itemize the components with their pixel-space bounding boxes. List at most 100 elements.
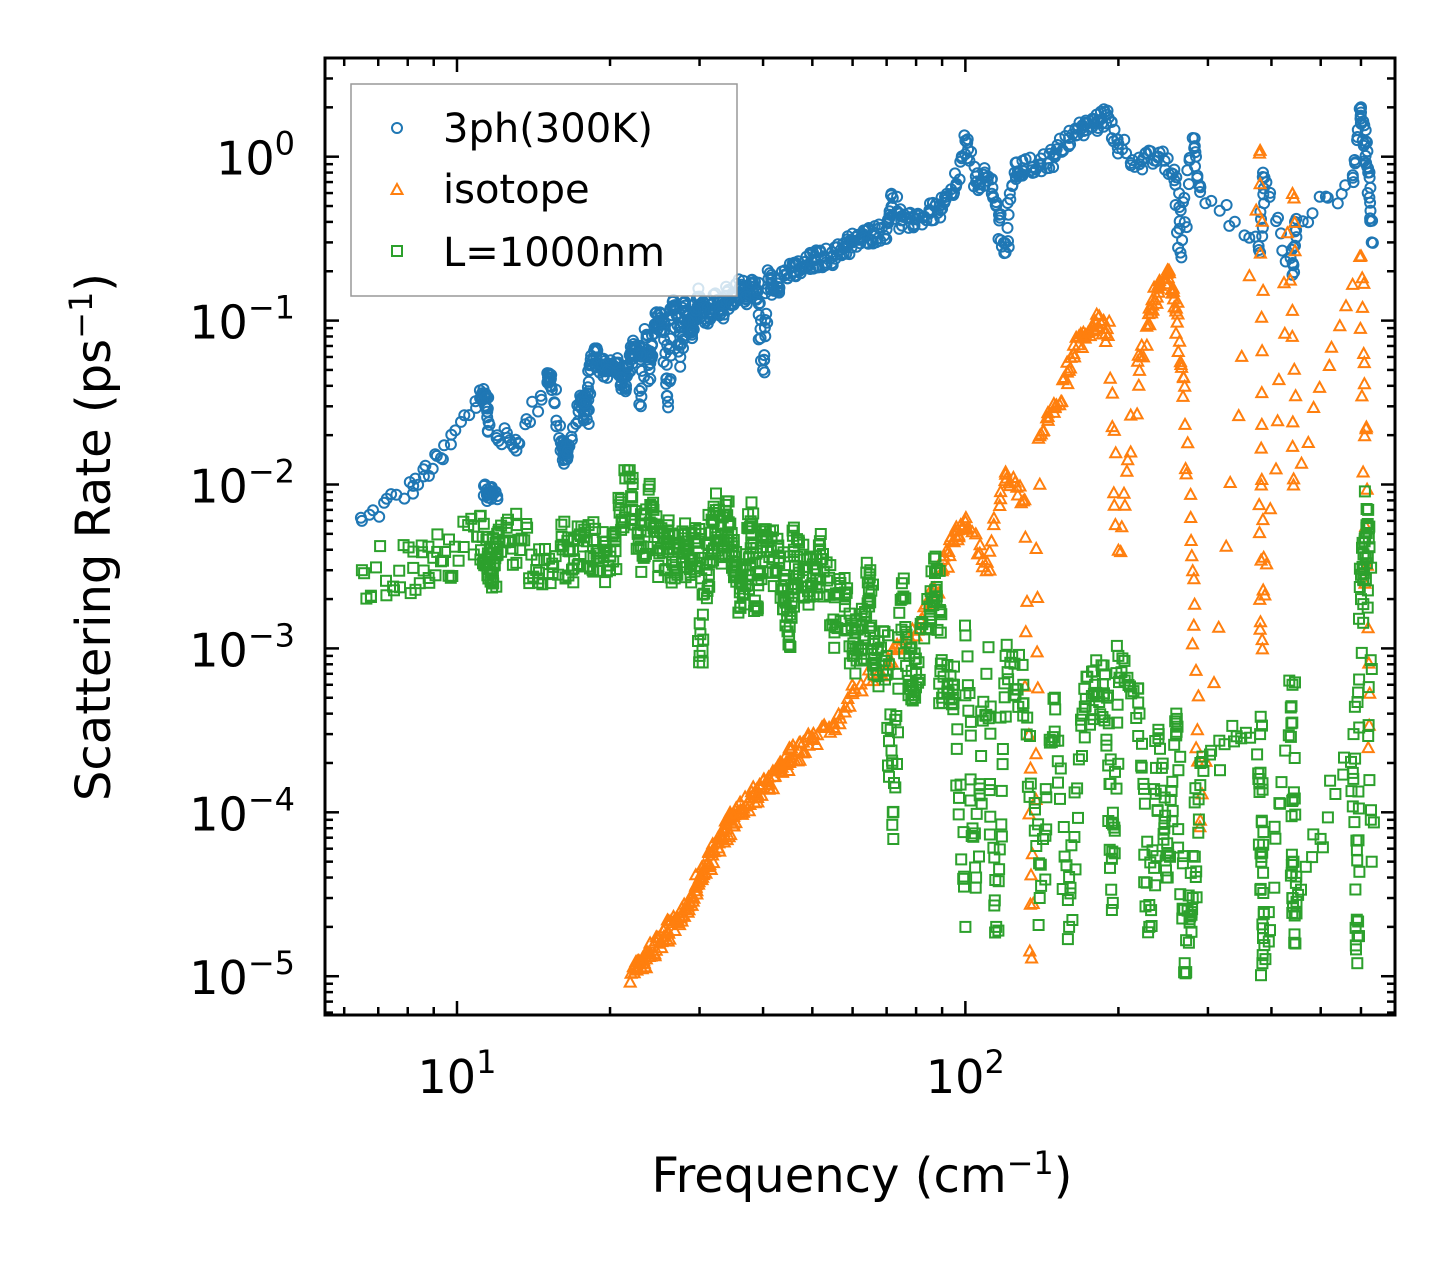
isotope-point bbox=[1312, 379, 1327, 393]
3ph-point bbox=[1002, 208, 1015, 221]
isotope-point bbox=[1171, 343, 1186, 357]
l1000nm-point bbox=[1255, 855, 1268, 868]
3ph-point bbox=[1205, 194, 1218, 207]
isotope-point bbox=[1060, 376, 1075, 390]
isotope-point bbox=[1183, 532, 1199, 546]
l1000nm-point bbox=[1111, 698, 1124, 711]
isotope-point bbox=[726, 808, 741, 822]
l1000nm-point bbox=[1288, 936, 1301, 949]
l1000nm-point bbox=[1029, 803, 1041, 816]
l1000nm-point bbox=[1068, 831, 1081, 843]
isotope-point bbox=[1029, 540, 1044, 554]
l1000nm-point bbox=[533, 566, 545, 579]
l1000nm-point bbox=[481, 547, 494, 560]
l1000nm-point bbox=[892, 682, 905, 695]
l1000nm-point bbox=[1170, 707, 1183, 720]
isotope-point bbox=[1285, 414, 1300, 428]
3ph-point bbox=[714, 307, 727, 320]
isotope-point bbox=[1254, 385, 1269, 399]
l1000nm-point bbox=[980, 667, 993, 680]
l1000nm-point bbox=[1158, 816, 1171, 828]
3ph-point bbox=[584, 363, 597, 376]
l1000nm-point bbox=[1279, 744, 1292, 757]
isotope-point bbox=[738, 798, 754, 812]
l1000nm-point bbox=[615, 523, 628, 536]
isotope-point bbox=[1120, 452, 1135, 466]
isotope-point bbox=[1188, 740, 1204, 754]
l1000nm-point bbox=[1350, 913, 1363, 926]
l1000nm-point bbox=[947, 696, 960, 709]
isotope-point bbox=[684, 888, 700, 902]
3ph-point bbox=[645, 338, 658, 351]
isotope-point bbox=[1252, 497, 1267, 511]
isotope-point bbox=[979, 563, 994, 577]
3ph-point bbox=[580, 413, 593, 426]
l1000nm-point bbox=[1361, 518, 1374, 530]
l1000nm-point bbox=[1148, 861, 1161, 874]
3ph-point bbox=[1358, 119, 1371, 132]
l1000nm-point bbox=[1256, 719, 1268, 732]
3ph-point bbox=[644, 357, 657, 370]
l1000nm-point bbox=[984, 810, 997, 823]
3ph-point bbox=[463, 409, 476, 422]
isotope-point bbox=[1255, 512, 1271, 526]
l1000nm-point bbox=[1132, 696, 1145, 709]
3ph-point bbox=[512, 436, 525, 449]
l1000nm-point bbox=[1136, 737, 1148, 750]
l1000nm-point bbox=[355, 564, 368, 577]
3ph-point bbox=[662, 395, 674, 408]
l1000nm-point bbox=[1079, 700, 1092, 713]
3ph-point bbox=[760, 307, 773, 320]
3ph-point bbox=[455, 415, 467, 428]
isotope-point bbox=[728, 815, 743, 829]
l1000nm-point bbox=[967, 830, 980, 843]
3ph-point bbox=[670, 307, 683, 320]
l1000nm-point bbox=[503, 534, 516, 547]
isotope-point bbox=[1108, 517, 1123, 531]
isotope-point bbox=[1223, 474, 1238, 488]
isotope-point bbox=[951, 529, 966, 543]
3ph-point bbox=[959, 134, 972, 147]
l1000nm-point bbox=[751, 600, 764, 613]
l1000nm-point bbox=[1349, 921, 1362, 934]
isotope-point bbox=[1183, 509, 1198, 523]
l1000nm-point bbox=[966, 822, 979, 835]
l1000nm-point bbox=[973, 850, 985, 863]
l1000nm-point bbox=[722, 495, 735, 508]
3ph-point bbox=[1347, 176, 1360, 189]
l1000nm-point bbox=[1254, 728, 1267, 741]
3ph-point bbox=[407, 487, 419, 500]
3ph-point bbox=[1257, 166, 1269, 179]
isotope-point bbox=[1252, 621, 1268, 635]
3ph-point bbox=[663, 375, 676, 388]
l1000nm-point bbox=[953, 791, 965, 804]
isotope-point bbox=[1023, 867, 1039, 881]
3ph-point bbox=[534, 389, 547, 402]
l1000nm-point bbox=[587, 516, 600, 529]
isotope-point bbox=[1007, 474, 1023, 488]
isotope-point bbox=[1257, 587, 1272, 601]
l1000nm-point bbox=[1286, 716, 1299, 729]
3ph-point bbox=[1033, 158, 1046, 171]
l1000nm-point bbox=[429, 569, 442, 582]
l1000nm-point bbox=[1096, 711, 1109, 723]
l1000nm-point bbox=[1362, 503, 1375, 516]
l1000nm-point bbox=[757, 530, 770, 543]
3ph-point bbox=[609, 357, 622, 370]
isotope-point bbox=[623, 965, 639, 979]
3ph-point bbox=[1186, 132, 1199, 144]
3ph-point bbox=[435, 452, 447, 464]
3ph-point bbox=[1111, 133, 1124, 146]
3ph-point bbox=[778, 268, 791, 281]
l1000nm-point bbox=[1254, 710, 1267, 723]
isotope-point bbox=[1169, 300, 1184, 314]
l1000nm-point bbox=[787, 543, 800, 556]
isotope-point bbox=[1107, 422, 1122, 436]
l1000nm-point bbox=[1106, 806, 1119, 819]
3ph-point bbox=[510, 444, 523, 457]
l1000nm-point bbox=[554, 540, 567, 553]
3ph-point bbox=[985, 173, 998, 185]
l1000nm-point bbox=[1176, 857, 1189, 870]
3ph-point bbox=[412, 478, 425, 491]
l1000nm-point bbox=[785, 596, 798, 609]
